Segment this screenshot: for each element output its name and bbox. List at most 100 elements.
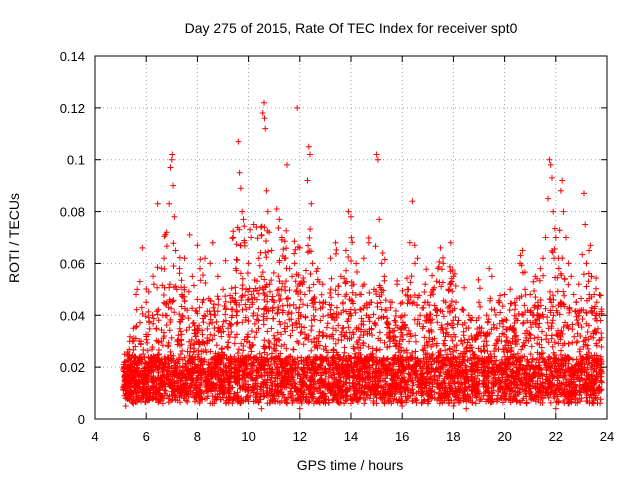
data-point: [338, 337, 345, 344]
data-point: [239, 306, 246, 313]
data-point: [262, 249, 269, 256]
data-point: [155, 306, 162, 313]
data-point: [452, 333, 459, 340]
data-point: [487, 295, 494, 302]
data-point: [264, 298, 271, 305]
data-point: [165, 339, 172, 346]
data-point: [247, 226, 254, 233]
data-point: [554, 332, 561, 339]
data-point: [190, 319, 197, 326]
data-point: [369, 332, 375, 339]
data-point: [590, 334, 597, 341]
data-point: [373, 346, 380, 353]
data-point: [452, 283, 459, 289]
data-point: [379, 250, 386, 256]
data-point: [585, 278, 592, 285]
data-point: [492, 345, 499, 352]
data-point: [485, 370, 492, 377]
data-point: [475, 276, 482, 283]
data-point: [461, 320, 468, 326]
data-point: [266, 281, 273, 288]
data-point: [320, 346, 327, 352]
data-point: [383, 364, 390, 371]
data-point: [150, 320, 157, 327]
data-point: [311, 385, 318, 392]
data-point: [382, 297, 389, 304]
data-point: [420, 363, 427, 370]
data-point: [341, 275, 348, 282]
data-point: [283, 296, 290, 302]
data-point: [280, 246, 287, 253]
data-point: [398, 313, 405, 320]
data-point: [429, 272, 436, 279]
data-point: [146, 319, 153, 326]
data-point: [545, 325, 552, 332]
data-point: [523, 400, 530, 407]
data-point: [150, 315, 157, 322]
data-point: [447, 279, 454, 286]
data-point: [327, 286, 334, 293]
data-point: [150, 273, 157, 280]
data-point: [163, 299, 170, 306]
data-point: [283, 227, 290, 234]
data-point: [588, 304, 595, 311]
data-point: [234, 350, 241, 357]
data-point: [313, 268, 320, 275]
data-point: [496, 320, 503, 327]
data-point: [197, 277, 204, 284]
data-point: [179, 347, 186, 354]
data-point: [255, 325, 262, 332]
data-point: [442, 347, 449, 354]
data-point: [300, 301, 306, 308]
data-point: [365, 343, 372, 350]
data-point: [327, 306, 334, 313]
data-point: [558, 347, 564, 354]
data-point: [133, 306, 140, 313]
data-point: [132, 343, 139, 350]
data-point: [376, 346, 383, 353]
data-point: [540, 355, 547, 362]
data-point: [213, 318, 220, 325]
data-point: [573, 356, 580, 363]
data-point: [264, 315, 270, 322]
data-point: [426, 328, 433, 335]
data-point: [176, 363, 183, 370]
data-point: [410, 299, 417, 306]
data-point: [518, 346, 525, 353]
data-point: [399, 287, 406, 294]
data-point: [345, 254, 352, 260]
data-point: [255, 290, 262, 297]
data-point: [341, 349, 348, 356]
data-point: [293, 305, 299, 312]
data-point: [597, 400, 604, 407]
data-point: [440, 330, 447, 337]
data-point: [272, 375, 279, 382]
data-point: [290, 346, 297, 353]
data-point: [583, 283, 590, 290]
data-point: [311, 316, 318, 323]
data-point: [192, 394, 199, 401]
data-point: [328, 275, 335, 282]
data-point: [233, 256, 240, 263]
data-point: [192, 333, 199, 340]
data-point: [465, 336, 472, 343]
data-point: [521, 302, 528, 309]
data-point: [307, 226, 314, 233]
data-point: [232, 284, 239, 291]
data-point: [377, 299, 384, 306]
data-point: [263, 254, 270, 261]
data-point: [232, 290, 239, 297]
data-point: [310, 312, 317, 319]
data-point: [297, 329, 304, 336]
data-point: [441, 337, 448, 344]
data-point: [440, 313, 447, 320]
data-point: [237, 270, 244, 277]
data-point: [390, 336, 397, 343]
data-point: [213, 342, 220, 349]
data-point: [166, 327, 173, 334]
data-point: [451, 343, 458, 350]
data-point: [310, 400, 317, 407]
data-point: [207, 311, 214, 318]
data-point: [445, 304, 451, 311]
data-point: [251, 334, 258, 341]
